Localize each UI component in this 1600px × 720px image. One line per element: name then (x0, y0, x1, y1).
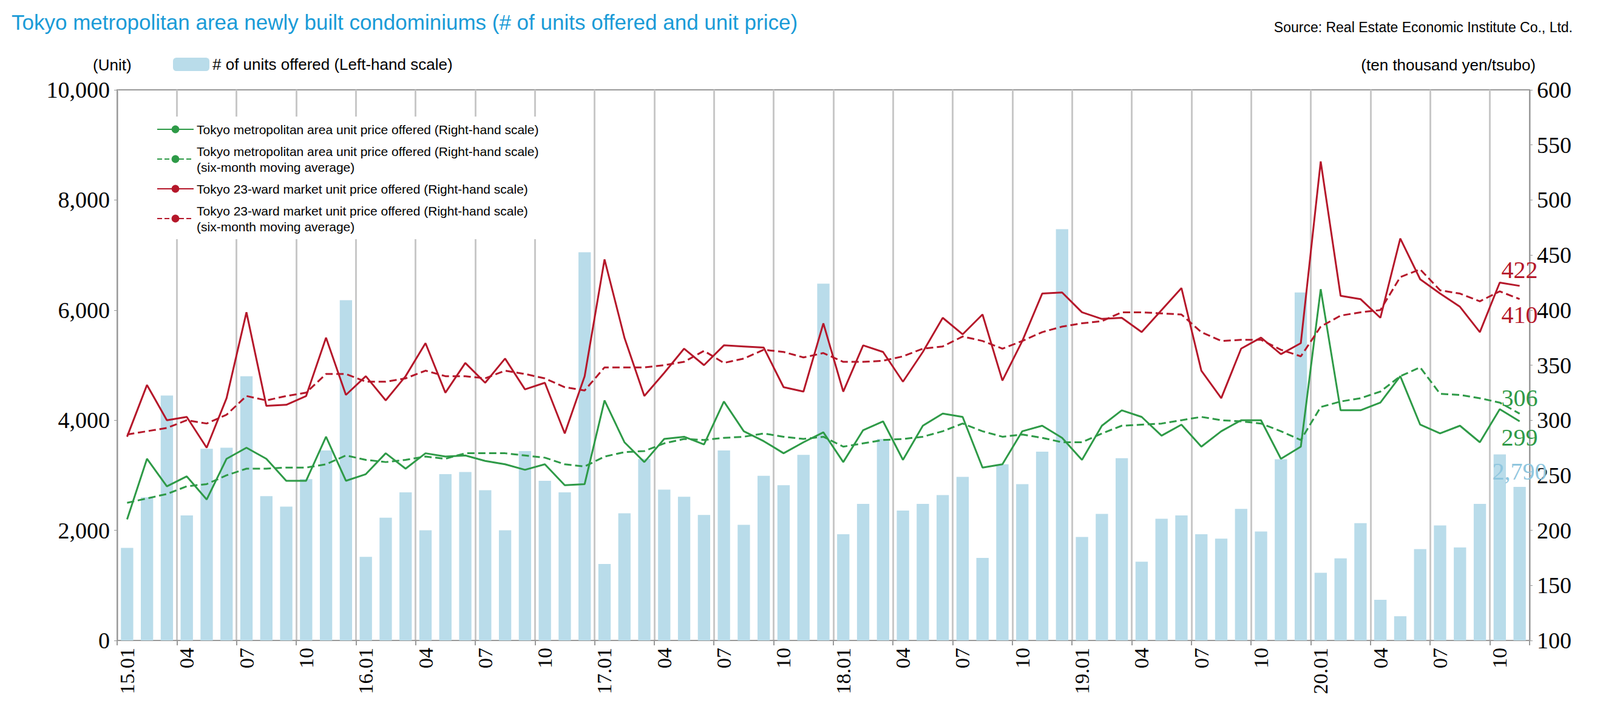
svg-text:350: 350 (1536, 352, 1572, 379)
svg-text:19.01: 19.01 (1070, 647, 1094, 695)
svg-text:04: 04 (414, 647, 438, 669)
svg-text:(ten thousand yen/tsubo): (ten thousand yen/tsubo) (1360, 55, 1536, 75)
svg-text:4,000: 4,000 (58, 407, 111, 433)
svg-text:Source: Real Estate Economic I: Source: Real Estate Economic Institute C… (1274, 19, 1573, 36)
svg-text:10: 10 (294, 647, 318, 669)
svg-text:600: 600 (1536, 77, 1572, 103)
svg-text:300: 300 (1536, 407, 1572, 433)
svg-text:07: 07 (1428, 647, 1452, 669)
svg-text:10: 10 (1011, 647, 1034, 669)
svg-text:20.01: 20.01 (1309, 647, 1332, 695)
svg-text:04: 04 (891, 647, 915, 669)
svg-text:16.01: 16.01 (354, 647, 377, 695)
svg-text:150: 150 (1536, 572, 1572, 598)
svg-text:Tokyo metropolitan area unit p: Tokyo metropolitan area unit price offer… (196, 144, 539, 159)
svg-text:422: 422 (1501, 256, 1539, 284)
svg-text:10: 10 (772, 647, 795, 669)
svg-text:04: 04 (1130, 647, 1153, 669)
svg-text:18.01: 18.01 (832, 647, 855, 695)
svg-text:07: 07 (235, 647, 258, 669)
svg-text:450: 450 (1536, 242, 1572, 268)
svg-text:250: 250 (1536, 462, 1572, 488)
svg-text:04: 04 (175, 647, 198, 669)
svg-text:07: 07 (474, 647, 497, 669)
svg-text:100: 100 (1536, 627, 1572, 654)
svg-text:Tokyo metropolitan area unit p: Tokyo metropolitan area unit price offer… (196, 122, 539, 137)
svg-text:500: 500 (1536, 186, 1572, 213)
svg-text:550: 550 (1536, 132, 1572, 158)
svg-text:10: 10 (533, 647, 556, 669)
svg-text:Tokyo 23-ward market unit pric: Tokyo 23-ward market unit price offered … (196, 182, 529, 197)
svg-text:8,000: 8,000 (58, 186, 111, 213)
svg-text:2,790: 2,790 (1492, 457, 1548, 485)
svg-text:07: 07 (951, 647, 974, 669)
svg-text:200: 200 (1536, 517, 1572, 544)
svg-text:6,000: 6,000 (58, 297, 111, 323)
svg-text:Tokyo metropolitan area newly: Tokyo metropolitan area newly built cond… (11, 10, 798, 34)
svg-text:# of units offered (Left-hand: # of units offered (Left-hand scale) (212, 55, 453, 74)
svg-text:Tokyo 23-ward market unit pric: Tokyo 23-ward market unit price offered … (196, 203, 529, 218)
svg-text:(six-month moving average): (six-month moving average) (196, 219, 355, 234)
svg-text:07: 07 (1190, 647, 1213, 669)
svg-text:10: 10 (1249, 647, 1273, 669)
svg-text:04: 04 (653, 647, 676, 669)
svg-text:400: 400 (1536, 297, 1572, 323)
svg-text:10,000: 10,000 (46, 77, 111, 103)
svg-text:17.01: 17.01 (593, 647, 616, 695)
svg-text:15.01: 15.01 (115, 647, 139, 695)
svg-text:07: 07 (712, 647, 736, 669)
svg-text:10: 10 (1488, 647, 1511, 669)
svg-text:(six-month moving average): (six-month moving average) (196, 160, 355, 175)
svg-text:410: 410 (1501, 301, 1539, 329)
svg-text:(Unit): (Unit) (92, 55, 132, 75)
svg-text:0: 0 (98, 627, 110, 654)
svg-text:306: 306 (1501, 384, 1539, 412)
svg-text:299: 299 (1501, 423, 1539, 451)
svg-text:04: 04 (1369, 647, 1392, 669)
svg-text:2,000: 2,000 (58, 517, 111, 544)
